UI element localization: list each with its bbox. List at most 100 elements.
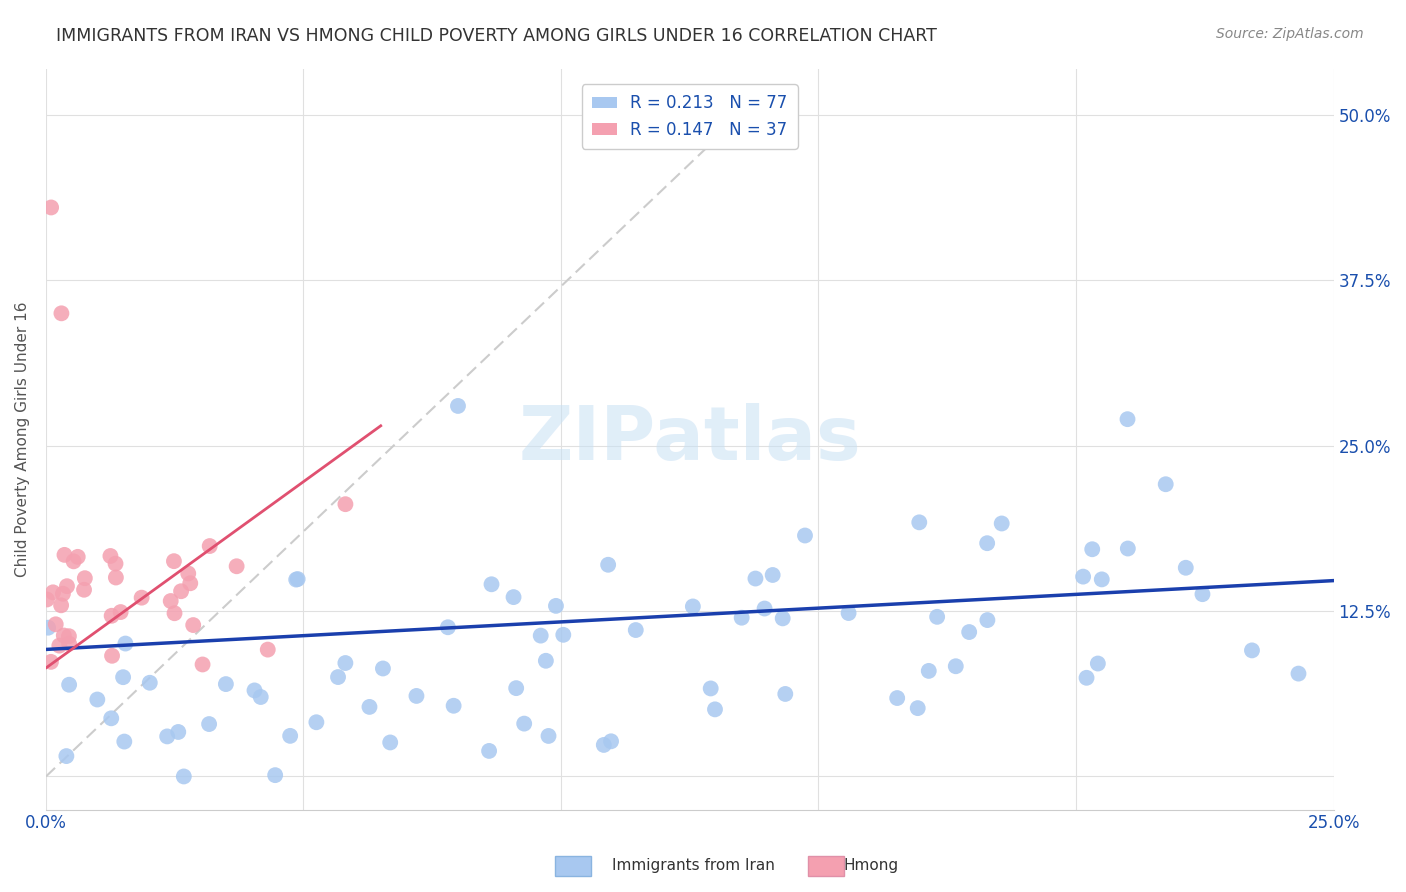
Point bbox=[163, 606, 186, 620]
Point bbox=[1076, 671, 1098, 685]
Point bbox=[100, 549, 122, 563]
Point bbox=[278, 729, 301, 743]
Point bbox=[181, 618, 204, 632]
Point bbox=[156, 730, 179, 744]
Text: Hmong: Hmong bbox=[844, 858, 898, 872]
Point bbox=[502, 590, 524, 604]
Point bbox=[513, 716, 536, 731]
Point bbox=[159, 594, 181, 608]
Point bbox=[886, 691, 908, 706]
Point bbox=[112, 734, 135, 748]
Point bbox=[1191, 587, 1213, 601]
Point bbox=[335, 497, 357, 511]
Point bbox=[326, 670, 349, 684]
Point bbox=[534, 654, 557, 668]
Point bbox=[1091, 573, 1114, 587]
Point bbox=[110, 605, 132, 619]
Point bbox=[55, 749, 77, 764]
Legend: R = 0.213   N = 77, R = 0.147   N = 37: R = 0.213 N = 77, R = 0.147 N = 37 bbox=[582, 84, 797, 149]
Point bbox=[1087, 657, 1109, 671]
Y-axis label: Child Poverty Among Girls Under 16: Child Poverty Among Girls Under 16 bbox=[15, 301, 30, 577]
Point bbox=[198, 717, 221, 731]
Point bbox=[976, 613, 998, 627]
Point bbox=[51, 306, 73, 320]
Point bbox=[173, 769, 195, 783]
Point bbox=[39, 655, 62, 669]
Point bbox=[287, 572, 309, 586]
Point bbox=[359, 699, 381, 714]
Point bbox=[371, 661, 394, 675]
Point bbox=[264, 768, 287, 782]
Point bbox=[838, 606, 860, 620]
Point bbox=[256, 642, 278, 657]
Point bbox=[907, 701, 929, 715]
Point bbox=[35, 592, 58, 607]
Point bbox=[794, 528, 817, 542]
Point bbox=[481, 577, 503, 591]
Point bbox=[39, 201, 62, 215]
Point bbox=[243, 683, 266, 698]
Point bbox=[48, 639, 70, 653]
Point bbox=[215, 677, 238, 691]
Point bbox=[1081, 542, 1104, 557]
Point bbox=[58, 678, 80, 692]
Point bbox=[49, 599, 72, 613]
Point bbox=[101, 648, 124, 663]
Point bbox=[56, 579, 79, 593]
Point bbox=[478, 744, 501, 758]
Point bbox=[754, 601, 776, 615]
Point bbox=[945, 659, 967, 673]
Point bbox=[62, 554, 84, 568]
Point bbox=[682, 599, 704, 614]
Point bbox=[179, 576, 201, 591]
Text: IMMIGRANTS FROM IRAN VS HMONG CHILD POVERTY AMONG GIRLS UNDER 16 CORRELATION CHA: IMMIGRANTS FROM IRAN VS HMONG CHILD POVE… bbox=[56, 27, 938, 45]
Point bbox=[762, 568, 785, 582]
Point bbox=[52, 587, 75, 601]
Point bbox=[86, 692, 108, 706]
Point bbox=[405, 689, 427, 703]
Point bbox=[1116, 412, 1139, 426]
Point bbox=[544, 599, 567, 613]
Point bbox=[553, 628, 575, 642]
Point bbox=[927, 610, 949, 624]
Point bbox=[1154, 477, 1177, 491]
Point bbox=[957, 625, 980, 640]
Point bbox=[104, 570, 127, 584]
Point bbox=[58, 629, 80, 643]
Text: Source: ZipAtlas.com: Source: ZipAtlas.com bbox=[1216, 27, 1364, 41]
Point bbox=[45, 617, 67, 632]
Point bbox=[167, 725, 190, 739]
Point bbox=[918, 664, 941, 678]
Point bbox=[505, 681, 527, 695]
Point bbox=[170, 584, 193, 599]
Point bbox=[37, 621, 59, 635]
Point bbox=[908, 516, 931, 530]
Point bbox=[42, 585, 65, 599]
Point bbox=[191, 657, 214, 672]
Point bbox=[66, 549, 89, 564]
Text: Immigrants from Iran: Immigrants from Iran bbox=[612, 858, 775, 872]
Point bbox=[112, 670, 135, 684]
Point bbox=[163, 554, 186, 568]
Point bbox=[285, 573, 308, 587]
Point bbox=[598, 558, 620, 572]
Point bbox=[1116, 541, 1139, 556]
Text: ZIPatlas: ZIPatlas bbox=[519, 402, 860, 475]
Point bbox=[198, 539, 221, 553]
Point bbox=[73, 582, 96, 597]
Point bbox=[177, 566, 200, 581]
Point bbox=[704, 702, 727, 716]
Point bbox=[1071, 569, 1094, 583]
Point bbox=[699, 681, 721, 696]
Point bbox=[443, 698, 465, 713]
Point bbox=[305, 715, 328, 730]
Point bbox=[139, 675, 162, 690]
Point bbox=[731, 610, 754, 624]
Point bbox=[131, 591, 153, 605]
Point bbox=[104, 557, 127, 571]
Point bbox=[592, 738, 614, 752]
Point bbox=[100, 711, 122, 725]
Point bbox=[225, 559, 247, 574]
Point bbox=[537, 729, 560, 743]
Point bbox=[775, 687, 797, 701]
